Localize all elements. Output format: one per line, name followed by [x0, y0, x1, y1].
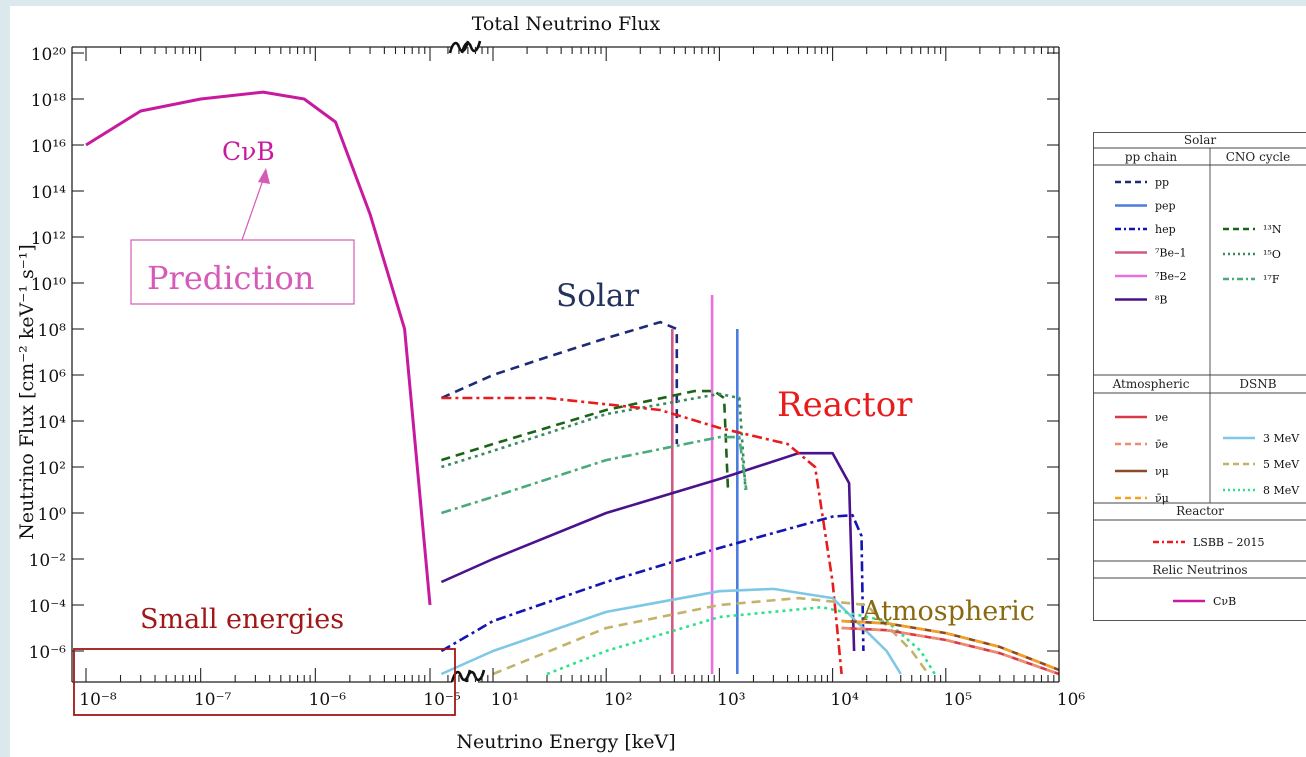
legend-label-cno-2: ¹⁷F	[1263, 273, 1280, 286]
x-tick-label-left-2: 10⁻⁶	[309, 690, 347, 710]
y-tick-label-8: 10⁴	[38, 413, 67, 433]
series-line-0	[85, 90, 432, 606]
legend-header-cno: CNO cycle	[1226, 150, 1291, 164]
legend-label-reactor-0: LSBB – 2015	[1193, 536, 1265, 549]
series-line-6	[440, 451, 856, 652]
legend-label-cno-0: ¹³N	[1263, 223, 1282, 236]
axis-break-top-2	[460, 40, 482, 54]
legend-label-pp-4: ⁷Be–2	[1155, 270, 1187, 283]
legend-label-atm-2: νμ	[1155, 465, 1169, 478]
legend-label-relic-0: CνB	[1213, 595, 1236, 608]
series-line-7	[441, 389, 730, 491]
legend-label-pp-2: hep	[1155, 223, 1176, 236]
annotation-reactor: Reactor	[777, 385, 913, 425]
y-axis-label: Neutrino Flux [cm⁻² keV⁻¹ s⁻¹]	[16, 244, 38, 540]
x-tick-label-right-3: 10⁴	[830, 690, 859, 710]
legend-border	[1093, 132, 1306, 621]
x-tick-label-right-0: 10¹	[491, 690, 519, 710]
y-tick-label-2: 10¹⁶	[31, 137, 66, 157]
chart-title: Total Neutrino Flux	[472, 13, 661, 35]
legend-label-dsnb-0: 3 MeV	[1263, 432, 1300, 445]
annotation-solar: Solar	[556, 278, 639, 314]
annotation-prediction: Prediction	[147, 259, 314, 297]
prediction-arrow-head	[258, 168, 270, 184]
legend-label-dsnb-2: 8 MeV	[1263, 484, 1300, 497]
legend-label-pp-1: pep	[1155, 200, 1176, 213]
series-line-3	[440, 513, 865, 653]
x-tick-label-left-1: 10⁻⁷	[194, 690, 232, 710]
x-tick-label-right-4: 10⁵	[944, 690, 973, 710]
y-tick-label-4: 10¹²	[31, 229, 66, 249]
y-tick-label-9: 10²	[38, 459, 66, 479]
x-axis-label: Neutrino Energy [keV]	[456, 731, 675, 753]
y-tick-label-0: 10²⁰	[31, 45, 66, 65]
prediction-arrow-line	[241, 179, 264, 241]
y-tick-label-11: 10⁻²	[29, 551, 66, 571]
background-strip-top	[0, 0, 1306, 6]
y-tick-label-3: 10¹⁴	[31, 183, 66, 203]
legend-label-atm-1: ν̄e	[1155, 438, 1168, 451]
legend-label-cno-1: ¹⁵O	[1263, 248, 1281, 261]
series-line-13	[546, 605, 936, 676]
series-line-15	[841, 626, 1060, 676]
series-line-8	[441, 392, 747, 491]
y-tick-label-6: 10⁸	[38, 321, 67, 341]
background-strip-left	[0, 0, 10, 757]
legend-label-atm-0: νe	[1155, 411, 1168, 424]
legend-header-atmospheric: Atmospheric	[1112, 377, 1190, 391]
legend-label-pp-3: ⁷Be–1	[1155, 247, 1187, 260]
series-line-12	[492, 596, 930, 676]
legend-header-pp-chain: pp chain	[1125, 150, 1178, 164]
annotation-small-energies: Small energies	[140, 604, 344, 635]
series-line-9	[441, 435, 748, 515]
x-tick-label-right-1: 10²	[604, 690, 632, 710]
legend-table: Solar pp chain CNO cycle Atmospheric DSN…	[1093, 132, 1306, 621]
small-energies-box	[73, 648, 456, 716]
legend-header-relic: Relic Neutrinos	[1152, 563, 1247, 577]
legend-header-solar: Solar	[1184, 133, 1216, 147]
legend-header-dsnb: DSNB	[1239, 377, 1276, 391]
series-line-10	[441, 396, 843, 675]
legend-header-reactor: Reactor	[1176, 504, 1224, 518]
legend-label-dsnb-1: 5 MeV	[1263, 458, 1300, 471]
annotation-cvb: CνB	[222, 137, 275, 166]
legend-label-pp-5: ⁸B	[1155, 294, 1168, 307]
y-tick-label-5: 10¹⁰	[31, 275, 66, 295]
x-tick-label-left-3: 10⁻⁵	[423, 690, 461, 710]
x-tick-label-right-2: 10³	[717, 690, 745, 710]
y-tick-label-13: 10⁻⁶	[29, 643, 67, 663]
plot-area	[72, 47, 1059, 682]
y-tick-label-10: 10⁰	[38, 505, 67, 525]
y-tick-label-1: 10¹⁸	[31, 91, 66, 111]
series-line-17	[841, 619, 1060, 672]
y-tick-label-12: 10⁻⁴	[29, 597, 67, 617]
series-line-11	[440, 587, 902, 676]
x-tick-label-right-5: 10⁶	[1057, 690, 1086, 710]
legend-label-atm-3: ν̄μ	[1155, 492, 1169, 505]
annotation-atmospheric: Atmospheric	[861, 596, 1035, 627]
y-tick-label-7: 10⁶	[38, 367, 67, 387]
x-tick-label-left-0: 10⁻⁸	[79, 690, 117, 710]
legend-label-pp-0: pp	[1155, 176, 1169, 189]
